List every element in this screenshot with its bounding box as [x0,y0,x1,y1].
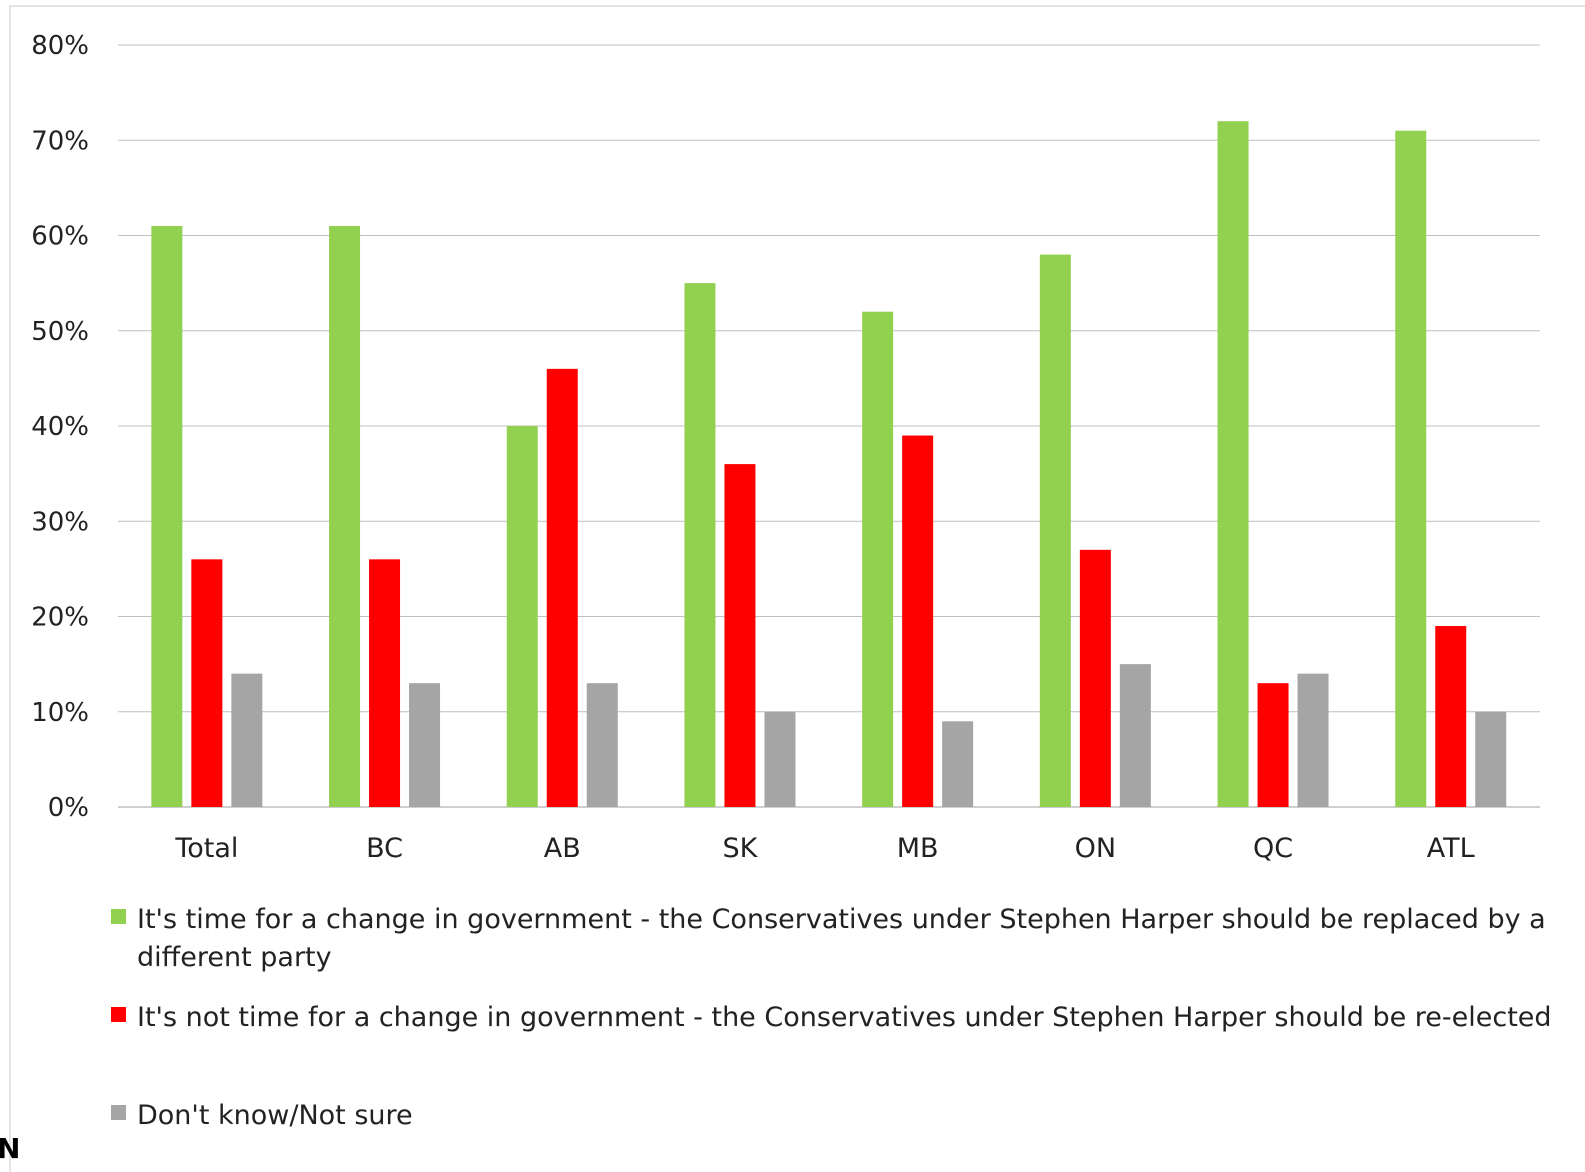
legend-label: Don't know/Not sure [137,1100,413,1131]
bar [369,559,401,807]
x-tick-label: Total [174,833,238,864]
bar [1395,130,1427,808]
y-tick-label: 20% [31,603,89,633]
bar [724,464,756,807]
bar [1217,121,1249,807]
legend-swatch [111,1007,126,1022]
bar [1039,254,1071,808]
y-tick-label: 50% [31,317,89,347]
bar [1297,673,1329,807]
legend-label: It's not time for a change in government… [137,1002,1552,1033]
x-tick-label: QC [1253,833,1293,864]
y-axis-ticks: 0% 10% 20% 30% 40% 50% 60% 70% 80% [31,31,89,823]
x-tick-label: MB [897,833,939,864]
legend-swatch [111,1105,126,1120]
stray-letter: N [0,1132,20,1165]
bar [586,683,618,807]
bars [151,121,1507,808]
y-tick-label: 30% [31,507,89,537]
legend-label: different party [137,942,332,973]
bar [684,283,716,807]
legend-item: Don't know/Not sure [111,1100,413,1131]
bar [1257,683,1289,807]
bar [1119,664,1151,807]
y-tick-label: 10% [31,698,89,728]
legend-item: It's time for a change in government - t… [111,904,1546,973]
bar [329,225,361,808]
bar [151,225,183,808]
x-tick-label: AB [544,833,581,864]
y-tick-label: 40% [31,412,89,442]
bar [764,711,796,807]
bar [409,683,441,807]
legend-label: It's time for a change in government - t… [137,904,1546,935]
legend-item: It's not time for a change in government… [111,1002,1552,1033]
y-tick-label: 80% [31,31,89,61]
x-tick-label: BC [366,833,403,864]
bar [1079,549,1111,807]
bar [546,368,578,807]
bar [942,721,974,807]
legend-swatch [111,909,126,924]
y-tick-label: 60% [31,222,89,252]
bar [1435,626,1467,807]
y-tick-label: 70% [31,126,89,156]
chart-frame [9,5,1585,1172]
legend: It's time for a change in government - t… [111,904,1552,1131]
bar [1475,711,1507,807]
bar [231,673,263,807]
bar [862,311,894,807]
x-tick-label: SK [723,833,759,864]
bar [506,426,538,807]
y-tick-label: 0% [48,793,89,823]
bar [191,559,223,807]
x-axis-ticks: Total BC AB SK MB ON QC ATL [174,833,1474,864]
x-tick-label: ON [1075,833,1116,864]
bar [902,435,934,807]
x-tick-label: ATL [1427,833,1475,864]
